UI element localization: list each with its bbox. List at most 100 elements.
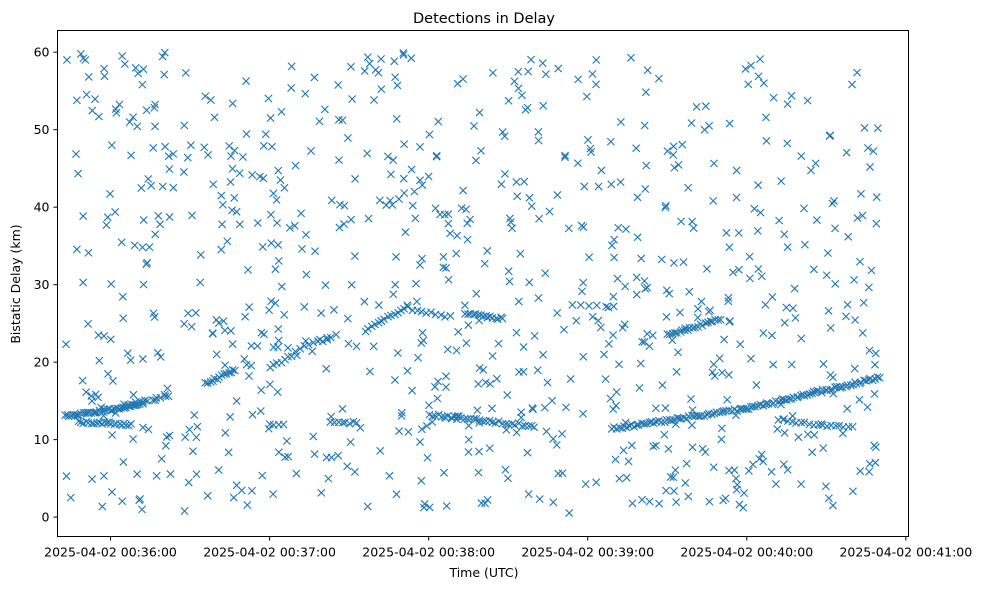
- data-point: [860, 123, 869, 132]
- data-point: [459, 75, 468, 84]
- data-point: [600, 350, 609, 359]
- data-point: [486, 379, 495, 388]
- data-point: [352, 418, 361, 427]
- x-tick-label: 2025-04-02 00:36:00: [44, 545, 177, 560]
- data-point: [612, 401, 621, 410]
- data-point: [594, 182, 603, 191]
- data-point: [767, 331, 776, 340]
- data-point: [397, 408, 406, 417]
- data-point: [336, 200, 344, 209]
- data-point: [604, 339, 613, 348]
- data-point: [227, 152, 235, 161]
- data-point: [797, 480, 806, 489]
- data-point: [307, 147, 315, 155]
- data-point: [79, 212, 88, 221]
- data-point: [817, 420, 826, 429]
- data-point: [584, 301, 593, 310]
- data-point: [123, 349, 132, 358]
- data-point: [343, 314, 352, 323]
- data-point: [346, 438, 355, 447]
- data-point: [731, 411, 740, 420]
- x-tick-label: 2025-04-02 00:41:00: [839, 545, 972, 560]
- data-point: [767, 467, 776, 476]
- data-point: [338, 418, 347, 427]
- data-point: [701, 102, 710, 111]
- data-point: [118, 52, 127, 61]
- data-point: [290, 221, 299, 230]
- data-point: [821, 482, 830, 491]
- data-point: [519, 343, 528, 352]
- data-point: [681, 324, 690, 333]
- data-point: [208, 329, 217, 338]
- data-point: [679, 258, 688, 267]
- data-point: [107, 280, 116, 288]
- data-point: [439, 468, 448, 477]
- data-point: [142, 106, 151, 115]
- data-point: [610, 253, 619, 262]
- data-point: [64, 412, 73, 421]
- data-point: [79, 278, 88, 287]
- data-point: [257, 328, 266, 337]
- data-point: [464, 321, 473, 330]
- data-point: [769, 360, 778, 369]
- data-point: [432, 152, 441, 161]
- data-point: [783, 243, 792, 252]
- data-point: [481, 378, 490, 387]
- y-axis-ticks: 0 10 20 30 40 50 60: [34, 45, 58, 525]
- data-point: [112, 108, 121, 117]
- data-point: [131, 63, 140, 72]
- data-point: [108, 406, 117, 415]
- data-point: [232, 207, 241, 216]
- data-point: [810, 431, 819, 440]
- data-point: [621, 418, 630, 427]
- data-point: [688, 443, 697, 452]
- data-point: [753, 226, 762, 235]
- data-point: [819, 444, 828, 453]
- data-point: [310, 73, 319, 82]
- data-point: [585, 253, 594, 262]
- data-point: [120, 59, 129, 68]
- data-point: [329, 305, 338, 314]
- data-point: [789, 304, 797, 313]
- data-point: [338, 404, 347, 413]
- data-point: [670, 163, 679, 172]
- data-point: [506, 218, 515, 227]
- y-tick-label: 50: [34, 122, 50, 137]
- data-point: [668, 336, 677, 345]
- data-point: [632, 290, 641, 299]
- data-point: [241, 312, 250, 321]
- data-point: [487, 404, 496, 413]
- data-point: [828, 501, 837, 510]
- data-point: [320, 105, 329, 114]
- data-point: [568, 300, 577, 309]
- data-point: [538, 59, 547, 68]
- data-point: [485, 312, 494, 321]
- data-point: [660, 430, 669, 439]
- data-point: [274, 240, 283, 249]
- data-point: [139, 215, 148, 224]
- data-point: [388, 200, 397, 209]
- data-point: [632, 273, 641, 282]
- data-point: [771, 480, 780, 488]
- data-point: [640, 121, 649, 130]
- data-point: [240, 354, 249, 363]
- data-point: [269, 189, 278, 198]
- data-point: [100, 72, 109, 81]
- data-point: [616, 178, 625, 187]
- data-point: [574, 75, 583, 84]
- data-point: [527, 202, 536, 211]
- data-point: [383, 152, 392, 161]
- data-point: [106, 189, 115, 198]
- data-point: [374, 301, 383, 310]
- data-point: [127, 400, 136, 409]
- data-point: [679, 413, 688, 422]
- data-point: [127, 419, 136, 428]
- data-point: [404, 427, 413, 436]
- data-point: [539, 101, 548, 110]
- data-point: [139, 280, 148, 289]
- data-point: [255, 172, 264, 181]
- data-point: [534, 293, 543, 302]
- data-point: [672, 367, 681, 376]
- data-point: [867, 266, 876, 275]
- data-point: [850, 364, 859, 373]
